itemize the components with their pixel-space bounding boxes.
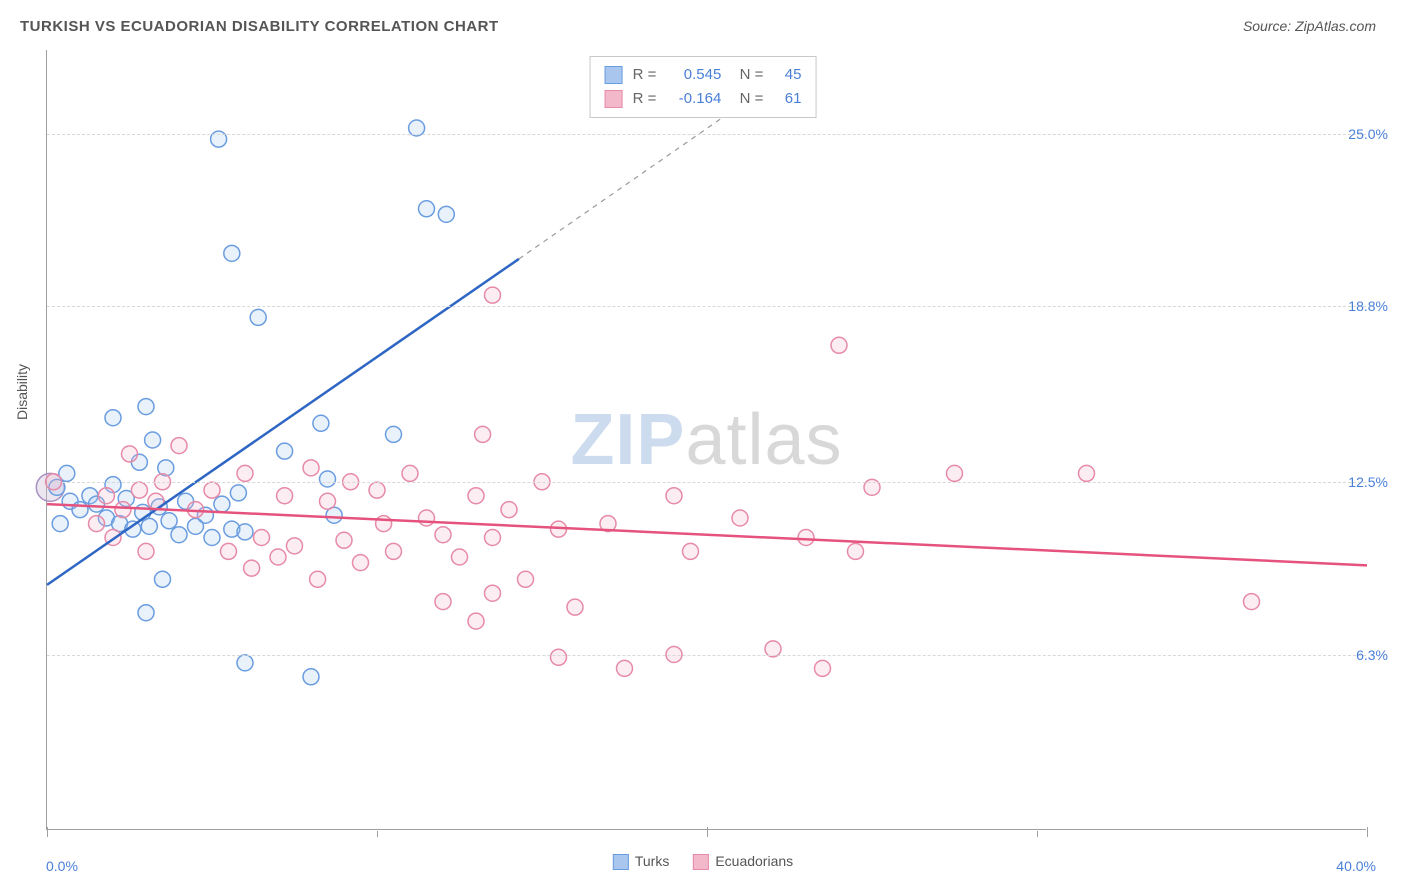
stats-n-value: 45 bbox=[773, 63, 801, 87]
chart-container: TURKISH VS ECUADORIAN DISABILITY CORRELA… bbox=[0, 0, 1406, 892]
gridline bbox=[47, 482, 1366, 483]
legend-item: Turks bbox=[613, 853, 669, 870]
stats-swatch bbox=[605, 90, 623, 108]
legend-label: Ecuadorians bbox=[715, 853, 793, 869]
source-attribution: Source: ZipAtlas.com bbox=[1243, 18, 1376, 34]
stats-row: R = 0.545 N = 45 bbox=[605, 63, 802, 87]
legend-item: Ecuadorians bbox=[693, 853, 793, 870]
stats-n-label: N = bbox=[731, 63, 763, 87]
legend-swatch bbox=[613, 854, 629, 870]
stats-n-label: N = bbox=[731, 87, 763, 111]
x-tick bbox=[1367, 827, 1368, 837]
stats-n-value: 61 bbox=[773, 87, 801, 111]
gridline bbox=[47, 655, 1366, 656]
y-axis-label: Disability bbox=[14, 364, 30, 420]
x-tick bbox=[707, 827, 708, 837]
stats-r-value: 0.545 bbox=[666, 63, 721, 87]
x-tick bbox=[47, 827, 48, 837]
y-tick-label: 25.0% bbox=[1348, 126, 1388, 142]
stats-r-value: -0.164 bbox=[666, 87, 721, 111]
stats-r-label: R = bbox=[633, 87, 657, 111]
x-tick bbox=[1037, 831, 1038, 837]
y-tick-label: 18.8% bbox=[1348, 298, 1388, 314]
gridline bbox=[47, 134, 1366, 135]
x-tick bbox=[377, 831, 378, 837]
legend-swatch bbox=[693, 854, 709, 870]
chart-svg bbox=[47, 50, 1366, 829]
legend-label: Turks bbox=[635, 853, 669, 869]
x-axis-max-label: 40.0% bbox=[1336, 858, 1376, 874]
y-tick-label: 6.3% bbox=[1356, 647, 1388, 663]
plot-area: ZIPatlas bbox=[46, 50, 1366, 830]
legend-bottom: Turks Ecuadorians bbox=[613, 853, 793, 870]
gridline bbox=[47, 306, 1366, 307]
chart-title: TURKISH VS ECUADORIAN DISABILITY CORRELA… bbox=[20, 18, 499, 35]
y-tick-label: 12.5% bbox=[1348, 474, 1388, 490]
stats-row: R = -0.164 N = 61 bbox=[605, 87, 802, 111]
stats-box: R = 0.545 N = 45 R = -0.164 N = 61 bbox=[590, 56, 817, 118]
stats-r-label: R = bbox=[633, 63, 657, 87]
x-axis-min-label: 0.0% bbox=[46, 858, 78, 874]
stats-swatch bbox=[605, 66, 623, 84]
